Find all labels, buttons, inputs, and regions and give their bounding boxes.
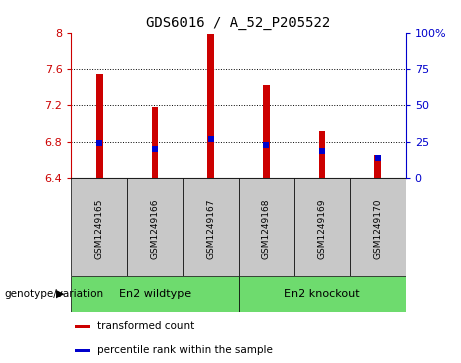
Bar [319,131,325,178]
Bar [207,34,214,178]
Bar [71,178,127,276]
Text: ▶: ▶ [56,289,64,299]
Bar [127,178,183,276]
Bar [71,276,239,312]
Text: GSM1249165: GSM1249165 [95,199,104,259]
Bar [238,276,406,312]
Text: percentile rank within the sample: percentile rank within the sample [96,345,272,355]
Text: transformed count: transformed count [96,321,194,331]
Bar [75,348,90,352]
Bar [75,325,90,328]
Text: En2 knockout: En2 knockout [284,289,360,299]
Text: GSM1249167: GSM1249167 [206,199,215,259]
Text: genotype/variation: genotype/variation [5,289,104,299]
Bar [96,74,103,178]
Text: GSM1249168: GSM1249168 [262,199,271,259]
Bar [183,178,238,276]
Bar [238,178,294,276]
Bar [350,178,406,276]
Title: GDS6016 / A_52_P205522: GDS6016 / A_52_P205522 [147,16,331,30]
Text: GSM1249170: GSM1249170 [373,199,382,259]
Bar [152,107,159,178]
Bar [374,155,381,178]
Bar [263,85,270,178]
Text: En2 wildtype: En2 wildtype [119,289,191,299]
Text: GSM1249166: GSM1249166 [150,199,160,259]
Text: GSM1249169: GSM1249169 [318,199,327,259]
Bar [294,178,350,276]
